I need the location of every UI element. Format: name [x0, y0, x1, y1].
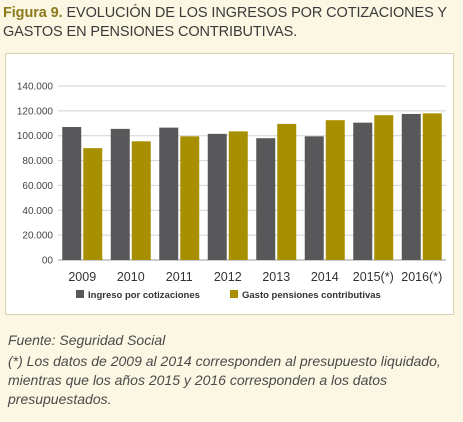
x-tick-label: 2013: [262, 270, 290, 284]
bar: [62, 127, 82, 260]
bar: [325, 120, 345, 260]
bar: [180, 136, 200, 260]
bar: [422, 113, 442, 260]
bar: [131, 141, 151, 260]
figure-title: Figura 9. EVOLUCIÓN DE LOS INGRESOS POR …: [3, 4, 459, 42]
bar: [277, 123, 297, 261]
x-tick-label: 2010: [117, 270, 145, 284]
x-tick-label: 2016(*): [401, 270, 442, 284]
y-tick-label: 20.000: [22, 231, 53, 242]
y-tick-label: 40.000: [22, 206, 53, 217]
bar: [256, 138, 276, 260]
bar: [207, 133, 227, 260]
x-tick-label: 2015(*): [353, 270, 394, 284]
legend-swatch: [230, 290, 238, 298]
y-tick-label: 00: [42, 256, 54, 267]
bar: [353, 122, 373, 261]
chart-container: 00 20.000 40.000 60.000 80.000 100.000 120.000…: [5, 53, 454, 315]
y-tick-label: 60.000: [22, 181, 53, 192]
x-tick-label: 2009: [68, 270, 96, 284]
legend-label: Ingreso por cotizaciones: [88, 290, 200, 301]
x-tick-label: 2012: [214, 270, 242, 284]
legend-swatch: [76, 290, 84, 298]
bar: [110, 128, 130, 260]
y-tick-label: 100.000: [17, 131, 54, 142]
bar: [304, 136, 324, 260]
bar-chart: 00 20.000 40.000 60.000 80.000 100.000 120.000…: [17, 82, 446, 301]
x-tick-label: 2011: [166, 270, 193, 284]
figure-label: Figura 9.: [3, 5, 63, 21]
legend-label: Gasto pensiones contributivas: [242, 290, 381, 301]
bar: [159, 127, 179, 260]
y-tick-label: 80.000: [22, 156, 53, 167]
bar: [401, 113, 421, 260]
footnote: (*) Los datos de 2009 al 2014 correspond…: [8, 353, 441, 407]
figure-title-text: EVOLUCIÓN DE LOS INGRESOS POR COTIZACION…: [3, 5, 447, 40]
bar: [228, 131, 248, 260]
x-tick-label: 2014: [311, 270, 339, 284]
notes: Fuente: Seguridad Social (*) Los datos d…: [8, 331, 458, 409]
bar: [83, 148, 103, 260]
source-note: Fuente: Seguridad Social: [8, 332, 166, 348]
bar: [374, 115, 394, 260]
y-tick-label: 120.000: [17, 106, 54, 117]
y-tick-label: 140.000: [17, 82, 54, 93]
